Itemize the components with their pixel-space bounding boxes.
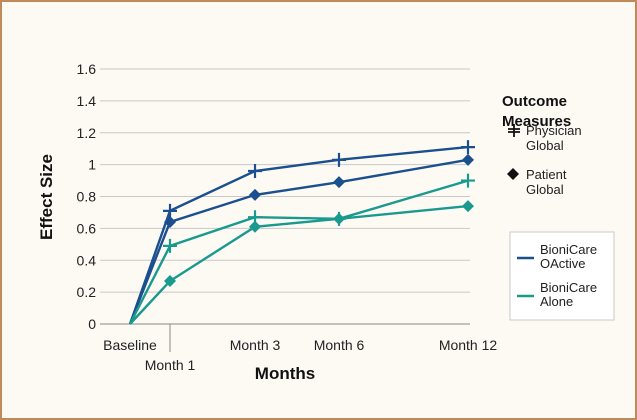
plus-marker (163, 203, 177, 218)
series-line (128, 145, 469, 325)
series-line (128, 179, 469, 325)
legend-color-label: BioniCare (540, 280, 597, 295)
plus-marker (163, 238, 177, 253)
x-tick-label: Month 12 (439, 337, 498, 353)
y-tick-label: 0.6 (77, 220, 97, 236)
diamond-marker (164, 274, 176, 287)
x-tick-label: Baseline (103, 337, 157, 353)
diamond-marker (249, 220, 261, 233)
y-tick-label: 1.2 (77, 125, 97, 141)
diamond-marker (333, 176, 345, 189)
diamond-marker (462, 153, 474, 166)
diamond-marker (462, 200, 474, 213)
y-tick-label: 0.4 (77, 252, 97, 268)
legend-title-line: Measures (502, 113, 571, 130)
legend-color-label: BioniCare (540, 242, 597, 257)
y-tick-label: 1 (88, 157, 96, 173)
x-tick-label: Month 6 (314, 337, 365, 353)
legend-color-label: Alone (540, 294, 573, 309)
y-tick-label: 0.2 (77, 284, 97, 300)
legend-marker-label: Global (526, 182, 564, 197)
plus-marker (332, 152, 346, 167)
plus-marker (461, 140, 475, 155)
diamond-marker (164, 216, 176, 228)
plus-marker (461, 173, 475, 188)
legend-diamond-marker (507, 168, 519, 180)
legend-color-box (509, 231, 615, 321)
x-tick-label: Month 3 (230, 337, 281, 353)
y-tick-label: 1.6 (77, 61, 97, 77)
legend-marker-label: Physician (526, 123, 582, 138)
y-tick-label: 0 (88, 316, 96, 332)
legend-marker-label: Global (526, 138, 564, 153)
legend-title-line: Outcome (502, 93, 567, 110)
legend-marker-label: Patient (526, 167, 567, 182)
diamond-marker (249, 188, 261, 201)
x-axis-title: Months (255, 364, 315, 383)
series-line (129, 204, 469, 325)
legend-color-label: OActive (540, 256, 586, 271)
x-tick-label: Month 1 (145, 357, 196, 373)
y-tick-label: 0.8 (77, 189, 97, 205)
legend-plus-marker (508, 124, 520, 137)
diamond-marker (333, 212, 345, 225)
y-tick-label: 1.4 (77, 93, 97, 109)
y-axis-title: Effect Size (37, 154, 56, 240)
plus-marker (248, 164, 262, 178)
